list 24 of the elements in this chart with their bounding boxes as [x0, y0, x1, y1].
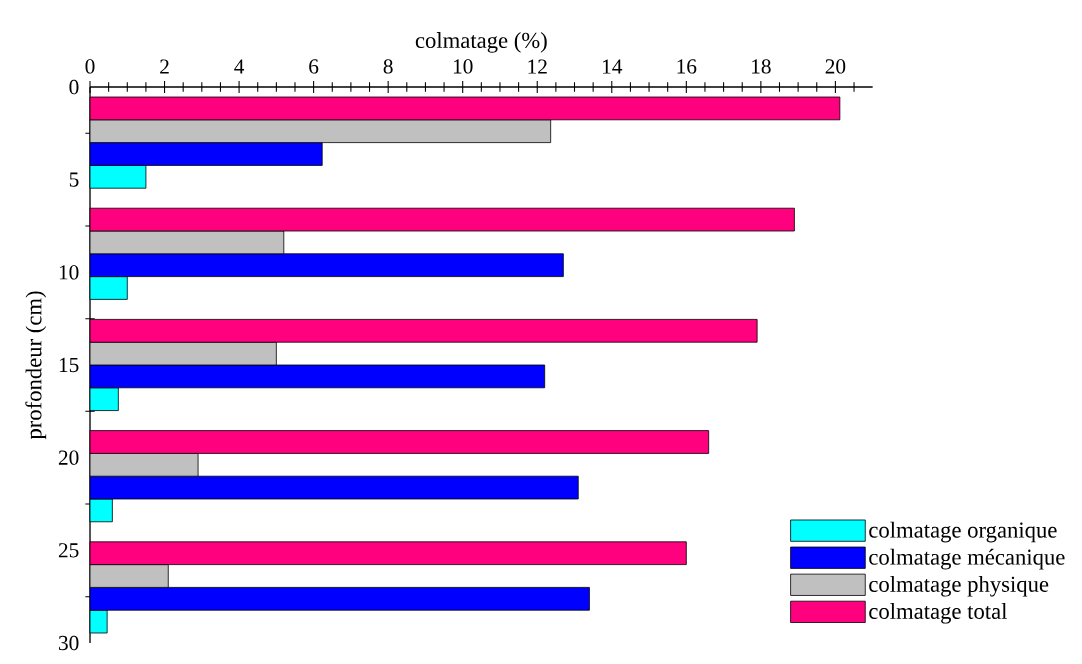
x-tick-label: 14	[603, 59, 623, 74]
x-tick-label: 18	[752, 59, 771, 74]
legend-label: colmatage organique	[869, 521, 1057, 543]
x-tick-label: 20	[825, 59, 846, 74]
legend-label: colmatage physique	[869, 575, 1049, 597]
x-tick-label: 10	[453, 59, 473, 74]
legend-label: colmatage mécanique	[869, 548, 1065, 570]
y-tick-label: 5	[69, 172, 79, 187]
y-tick-label: 30	[58, 635, 79, 651]
x-tick-label: 6	[309, 59, 319, 74]
x-tick-label: 16	[677, 59, 697, 74]
y-tick-label: 20	[58, 450, 79, 465]
legend-label: colmatage total	[869, 602, 1007, 624]
x-tick-label: 12	[528, 59, 547, 74]
x-tick-label: 0	[85, 59, 95, 74]
x-tick-label: 4	[234, 59, 245, 74]
x-axis-title: colmatage (%)	[415, 32, 547, 53]
y-tick-label: 25	[58, 543, 79, 558]
y-tick-label: 0	[69, 79, 79, 95]
y-tick-label: 15	[59, 357, 79, 373]
x-tick-label: 8	[383, 59, 393, 74]
y-axis-title: profondeur (cm)	[25, 291, 47, 440]
x-tick-label: 2	[160, 59, 169, 74]
y-tick-label: 10	[59, 265, 79, 280]
